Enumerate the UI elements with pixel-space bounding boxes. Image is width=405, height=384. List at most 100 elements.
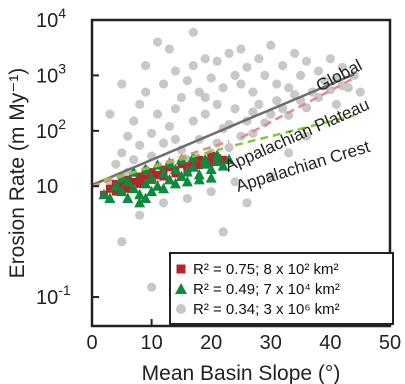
y-tick-label: 10 [36,176,58,198]
global-point [230,70,240,81]
global-point [182,193,192,204]
appalachian-crest-point [169,163,181,175]
global-point [105,109,115,119]
y-tick-label: 104 [36,5,66,32]
appalachian-crest-point [175,170,187,181]
legend-entry-2: R² = 0.49; 7 x 10⁴ km² [175,281,340,298]
appalachian-crest-point [163,173,175,185]
global-point [284,83,294,93]
x-tick-label: 30 [260,332,282,354]
points-layer [98,27,365,292]
global-point [224,142,234,153]
legend-entry-2-label: R² = 0.49; 7 x 10⁴ km² [193,281,340,298]
global-point [141,61,151,71]
y-tick-label: 103 [36,60,66,87]
appalachian-crest-point [122,192,134,204]
appalachian-plateau-point [111,187,120,196]
appalachian-crest-point [187,161,199,172]
plot-frame [90,18,392,328]
global-point [170,134,181,144]
global-point [152,37,163,47]
global-point [141,87,151,97]
legend-entry-1-marker [176,264,186,274]
global-point [164,121,175,132]
appalachian-plateau-point [129,177,138,186]
fit-lines-layer [91,73,355,188]
y-tick-label: 10-1 [36,282,71,309]
appalachian-crest-point [104,192,116,204]
appalachian-crest-point [140,177,152,189]
global-point [147,128,157,138]
appalachian-crest-point [134,188,146,200]
global-point [170,66,181,76]
global-point [200,92,210,103]
appalachian-crest-point [205,163,217,175]
appalachian-plateau-point [195,161,204,170]
appalachian-crest-point [98,188,110,200]
global-point [242,198,252,208]
appalachian-crest-point [152,180,164,191]
appalachian-crest-point [116,185,128,197]
global-point [188,61,198,71]
legend-entry-3-label: R² = 0.34; 3 x 10⁶ km² [193,301,340,318]
global-point [206,73,216,83]
global-point [188,116,198,126]
legend-entry-3-marker [176,304,186,314]
global-point [176,92,186,103]
global-point [254,99,264,109]
x-tick-label: 50 [379,332,401,354]
appalachian-plateau-fit-line [240,76,355,139]
x-axis: 0 10 20 30 40 50 [86,319,401,354]
global-point [260,70,270,81]
legend: R² = 0.75; 8 x 10² km² R² = 0.49; 7 x 10⁴… [169,252,394,325]
global-point [236,131,246,141]
appalachian-crest-point [211,155,223,166]
global-point [284,110,294,120]
legend-entry-1: R² = 0.75; 8 x 10² km² [176,261,338,278]
global-point [200,109,210,119]
global-point [272,79,282,89]
global-point [254,54,264,64]
global-point [248,107,258,117]
global-point [158,138,169,148]
appalachian-crest-point [158,167,170,178]
global-point [218,227,228,237]
global-point [111,159,121,169]
global-point [135,210,145,220]
global-point [266,109,276,119]
global-point [290,90,300,100]
global-point [129,155,139,165]
global-point [266,171,276,182]
global-point [236,79,246,89]
global-point [290,48,300,58]
global-point [355,87,365,97]
appalachian-crest-point [158,182,170,194]
legend-entry-1-label: R² = 0.75; 8 x 10² km² [193,261,338,278]
global-point [242,62,252,72]
global-point [284,148,294,158]
global-point [230,177,240,187]
appalachian-crest-point [199,153,211,165]
appalachian-crest-fit-line [234,114,355,147]
global-point [117,148,127,158]
global-point [313,66,324,76]
global-point [158,79,169,89]
global-point [266,40,276,50]
global-point [325,54,335,64]
global-point [158,198,169,208]
global-point [331,99,341,109]
x-axis-title: Mean Basin Slope (°) [142,362,341,384]
global-point [123,131,133,141]
appalachian-plateau-point [147,168,156,177]
appalachian-crest-point [217,160,229,171]
global-point [194,87,204,97]
global-point [212,56,222,66]
global-point [272,96,282,106]
global-point [218,83,228,93]
appalachian-crest-point [193,173,205,185]
y-tick-label: 102 [36,116,66,143]
appalachian-crest-point [205,172,217,183]
appalachian-crest-point [122,175,134,187]
global-point [117,237,127,247]
